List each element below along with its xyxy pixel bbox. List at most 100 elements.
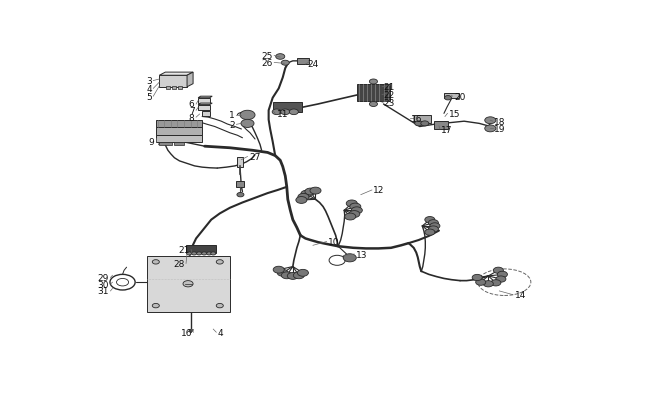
Circle shape <box>211 252 216 256</box>
Circle shape <box>281 61 289 66</box>
Circle shape <box>207 252 212 256</box>
Circle shape <box>472 275 482 281</box>
Polygon shape <box>188 330 194 333</box>
Circle shape <box>496 276 506 283</box>
Circle shape <box>241 120 254 128</box>
Text: 20: 20 <box>454 92 465 101</box>
Bar <box>172 87 176 90</box>
Text: 31: 31 <box>98 287 109 296</box>
Text: 18: 18 <box>494 117 506 126</box>
Text: 21: 21 <box>178 245 190 254</box>
Text: 22: 22 <box>384 91 395 100</box>
Circle shape <box>425 230 435 236</box>
Bar <box>174 142 183 145</box>
Polygon shape <box>414 116 432 124</box>
Text: 15: 15 <box>449 110 460 119</box>
Text: 27: 27 <box>249 153 261 162</box>
Bar <box>186 245 216 254</box>
Circle shape <box>425 217 435 223</box>
Text: 7: 7 <box>189 107 194 115</box>
Polygon shape <box>198 104 212 105</box>
Circle shape <box>276 55 285 60</box>
Bar <box>358 85 390 102</box>
Circle shape <box>298 194 309 201</box>
Text: 12: 12 <box>373 186 385 195</box>
Text: 10: 10 <box>328 237 339 246</box>
Circle shape <box>297 270 309 277</box>
Text: 2: 2 <box>229 121 235 130</box>
Circle shape <box>445 96 452 101</box>
Text: 1: 1 <box>229 111 235 120</box>
Circle shape <box>305 189 316 196</box>
Circle shape <box>310 188 321 194</box>
Circle shape <box>497 272 508 278</box>
Text: 16: 16 <box>181 328 192 337</box>
Text: 14: 14 <box>514 290 526 299</box>
Circle shape <box>491 280 501 286</box>
Circle shape <box>483 281 493 287</box>
Polygon shape <box>202 112 210 117</box>
Text: 24: 24 <box>307 60 318 69</box>
Text: 6: 6 <box>189 100 194 109</box>
Circle shape <box>428 226 438 232</box>
Text: 9: 9 <box>149 138 154 147</box>
Text: 3: 3 <box>146 77 152 86</box>
Bar <box>166 87 170 90</box>
Polygon shape <box>198 105 210 111</box>
Circle shape <box>351 207 362 214</box>
Circle shape <box>216 260 224 264</box>
Circle shape <box>485 117 496 124</box>
Bar <box>297 59 309 65</box>
Text: 13: 13 <box>356 250 367 259</box>
Circle shape <box>273 266 284 273</box>
Text: 21: 21 <box>384 83 395 92</box>
Bar <box>237 181 244 188</box>
Text: 17: 17 <box>441 125 453 134</box>
Text: 29: 29 <box>98 273 109 282</box>
Text: 26: 26 <box>261 59 273 68</box>
Circle shape <box>344 213 356 220</box>
Circle shape <box>287 273 298 280</box>
Circle shape <box>421 122 429 126</box>
Polygon shape <box>198 97 212 98</box>
Circle shape <box>187 252 192 256</box>
Circle shape <box>430 223 440 230</box>
Circle shape <box>343 254 356 262</box>
Circle shape <box>277 270 289 277</box>
Circle shape <box>202 252 207 256</box>
Polygon shape <box>159 76 187 87</box>
Circle shape <box>216 304 224 308</box>
Circle shape <box>428 220 438 226</box>
Polygon shape <box>187 73 193 87</box>
Circle shape <box>281 110 290 115</box>
Circle shape <box>293 272 304 279</box>
Polygon shape <box>198 98 210 104</box>
Text: 11: 11 <box>277 110 288 119</box>
Circle shape <box>493 268 503 274</box>
Bar <box>156 128 202 135</box>
Circle shape <box>237 193 244 197</box>
Bar <box>237 158 244 167</box>
Text: 25: 25 <box>261 52 273 61</box>
Circle shape <box>476 279 486 286</box>
Circle shape <box>485 126 496 132</box>
Circle shape <box>350 204 361 211</box>
Bar <box>178 87 182 90</box>
Text: 4: 4 <box>146 85 152 94</box>
Circle shape <box>369 102 378 107</box>
Bar <box>434 122 448 130</box>
Circle shape <box>192 252 196 256</box>
Circle shape <box>289 110 298 115</box>
Text: 23: 23 <box>384 99 395 108</box>
Polygon shape <box>159 73 193 76</box>
Circle shape <box>349 211 360 218</box>
Circle shape <box>152 260 159 264</box>
Circle shape <box>196 252 202 256</box>
Circle shape <box>415 122 422 126</box>
Circle shape <box>281 272 292 279</box>
Bar <box>156 120 202 127</box>
Circle shape <box>346 200 358 207</box>
Text: 28: 28 <box>173 259 185 268</box>
Circle shape <box>369 80 378 85</box>
Circle shape <box>296 197 307 204</box>
